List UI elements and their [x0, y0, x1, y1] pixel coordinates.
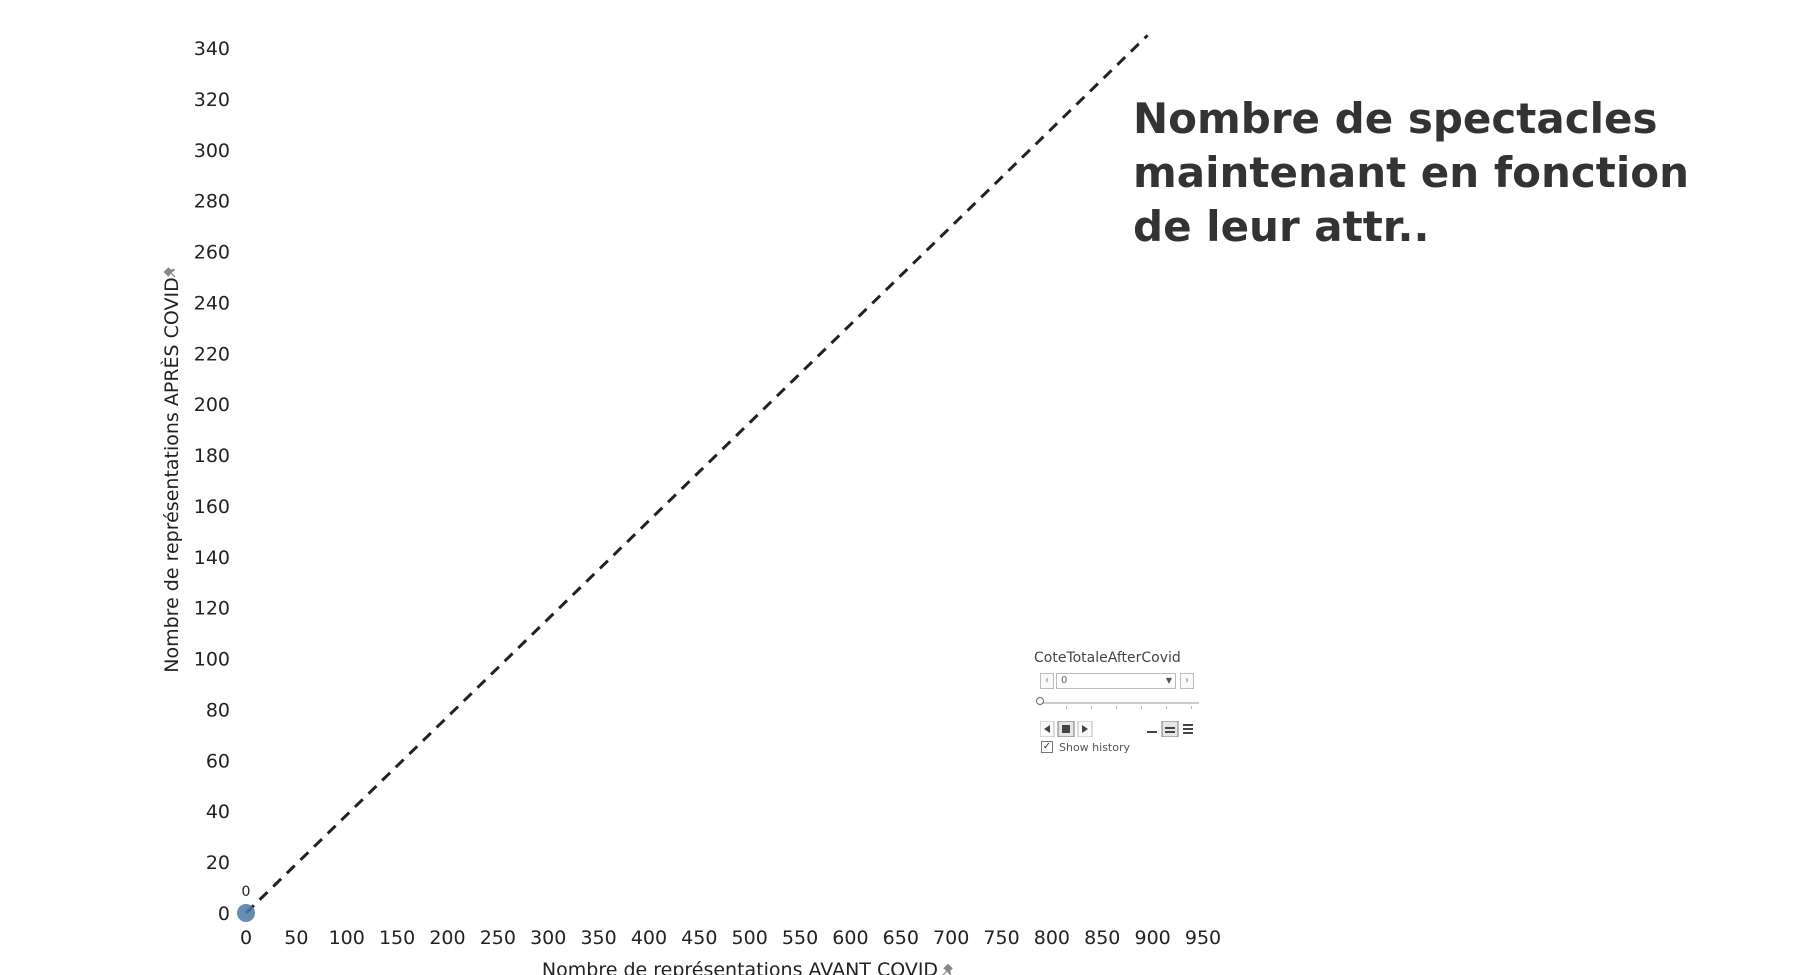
x-tick-label: 700 [933, 927, 969, 949]
page-control: CoteTotaleAfterCovid ‹ 0 ▼ › [1034, 650, 1202, 760]
show-history-label: Show history [1059, 741, 1131, 754]
y-tick-label: 140 [194, 547, 230, 569]
y-axis-ticks: 0 20 40 60 80 100 120 140 160 180 200 220 240 260 280 3… [194, 38, 230, 925]
x-axis-ticks: 0 50 100 150 200 250 300 350 400 450 500 550 600 650 7… [240, 927, 1221, 949]
x-tick-label: 200 [429, 927, 465, 949]
x-axis-pin-icon[interactable] [942, 963, 953, 975]
checkmark-icon: ✓ [1042, 741, 1052, 752]
y-tick-label: 40 [206, 801, 230, 823]
x-tick-label: 100 [329, 927, 365, 949]
x-tick-label: 500 [732, 927, 768, 949]
x-axis-title: Nombre de représentations AVANT COVID [542, 959, 938, 975]
slider-tick [1166, 706, 1167, 709]
speed-medium-icon [1165, 727, 1175, 733]
y-tick-label: 60 [206, 750, 230, 772]
slider-tick [1141, 706, 1142, 709]
y-tick-label: 200 [194, 394, 230, 416]
next-value-button[interactable]: › [1180, 673, 1194, 689]
y-axis-title: Nombre de représentations APRÈS COVID [160, 277, 183, 672]
x-tick-label: 150 [379, 927, 415, 949]
play-backward-button[interactable] [1040, 721, 1055, 737]
caret-down-icon: ▼ [1165, 676, 1172, 685]
x-tick-label: 0 [240, 927, 252, 949]
y-tick-label: 80 [206, 699, 230, 721]
x-tick-label: 850 [1084, 927, 1120, 949]
y-tick-label: 0 [218, 903, 230, 925]
y-tick-label: 20 [206, 852, 230, 874]
value-slider-track[interactable] [1041, 702, 1199, 704]
x-tick-label: 950 [1185, 927, 1221, 949]
x-tick-label: 400 [631, 927, 667, 949]
x-tick-label: 650 [883, 927, 919, 949]
y-tick-label: 180 [194, 445, 230, 467]
reference-line [244, 34, 1149, 915]
stop-button[interactable] [1057, 721, 1075, 737]
playback-controls [1040, 721, 1093, 737]
speed-fast-button[interactable] [1180, 721, 1196, 737]
speed-medium-button[interactable] [1161, 721, 1179, 737]
x-tick-label: 350 [580, 927, 616, 949]
speed-controls [1144, 721, 1196, 737]
y-tick-label: 300 [194, 140, 230, 162]
y-tick-label: 220 [194, 343, 230, 365]
x-tick-label: 900 [1134, 927, 1170, 949]
y-tick-label: 120 [194, 598, 230, 620]
data-points: 0 [237, 884, 255, 922]
play-forward-button[interactable] [1077, 721, 1093, 737]
show-history-checkbox[interactable]: ✓ [1041, 741, 1053, 753]
x-tick-label: 550 [782, 927, 818, 949]
slider-tick [1191, 706, 1192, 709]
x-tick-label: 800 [1034, 927, 1070, 949]
dropdown-value: 0 [1061, 675, 1068, 686]
slider-tick [1091, 706, 1092, 709]
x-tick-label: 250 [480, 927, 516, 949]
value-slider-thumb[interactable] [1036, 697, 1044, 705]
play-forward-icon [1082, 725, 1088, 733]
y-tick-label: 260 [194, 242, 230, 264]
x-tick-label: 300 [530, 927, 566, 949]
speed-slow-button[interactable] [1144, 721, 1160, 737]
slider-tick [1116, 706, 1117, 709]
y-tick-label: 340 [194, 38, 230, 60]
y-axis-pin-icon[interactable] [163, 267, 176, 278]
y-tick-label: 160 [194, 496, 230, 518]
y-tick-label: 320 [194, 89, 230, 111]
chevron-left-icon: ‹ [1045, 675, 1049, 686]
page-control-title: CoteTotaleAfterCovid [1034, 650, 1181, 666]
slider-tick [1066, 706, 1067, 709]
x-tick-label: 50 [284, 927, 308, 949]
play-backward-icon [1044, 725, 1050, 733]
y-tick-label: 280 [194, 191, 230, 213]
prev-value-button[interactable]: ‹ [1040, 673, 1054, 689]
speed-fast-icon [1183, 724, 1193, 734]
chevron-right-icon: › [1185, 675, 1189, 686]
x-tick-label: 600 [832, 927, 868, 949]
x-tick-label: 450 [681, 927, 717, 949]
stop-icon [1062, 725, 1070, 733]
chart-title: Nombre de spectacles maintenant en fonct… [1133, 94, 1689, 251]
data-point[interactable] [237, 904, 255, 922]
speed-slow-icon [1147, 731, 1157, 733]
y-tick-label: 100 [194, 649, 230, 671]
y-tick-label: 240 [194, 292, 230, 314]
data-point-label: 0 [242, 884, 251, 900]
x-tick-label: 750 [983, 927, 1019, 949]
value-dropdown[interactable]: 0 ▼ [1056, 673, 1176, 689]
